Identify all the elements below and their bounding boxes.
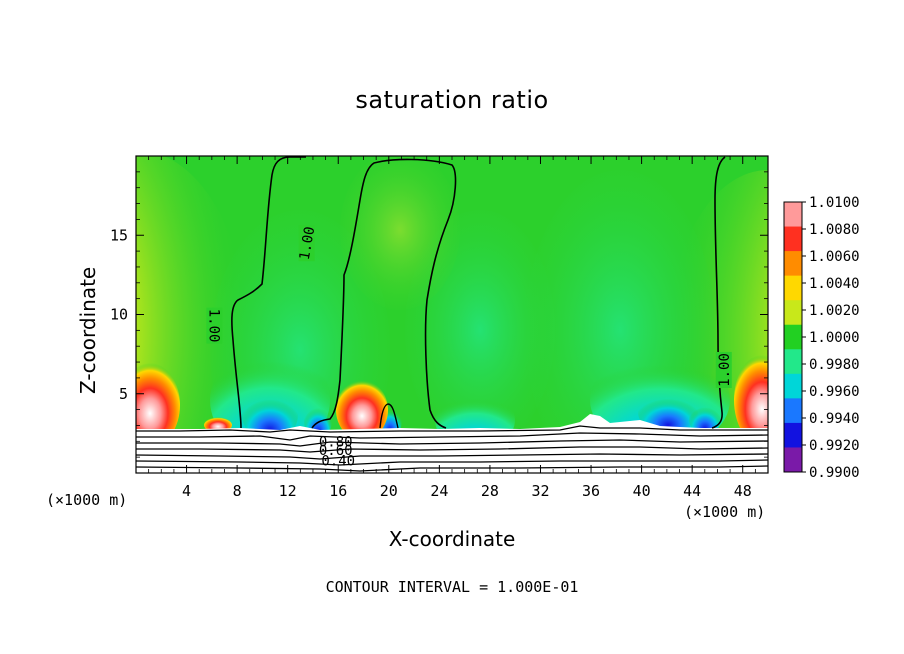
- y-tick-label: 15: [110, 226, 128, 244]
- colorbar-label: 1.0080: [809, 222, 860, 238]
- contour-small-bump: [379, 403, 399, 429]
- y-axis-ticks: 5 10 15: [110, 171, 768, 458]
- x-tick-label: 32: [531, 482, 549, 500]
- colorbar-swatch: [784, 324, 802, 350]
- colorbar-label: 1.0020: [809, 303, 860, 319]
- contour-label-bg: [715, 351, 732, 388]
- contour-labels: 1.00 1.00 1.00 0.800.600.40: [205, 225, 733, 469]
- y-tick-label: 5: [119, 385, 128, 403]
- colorbar-swatch: [784, 349, 802, 375]
- y-axis-label: Z-coordinate: [76, 266, 100, 394]
- light-green-patch: [340, 156, 460, 310]
- colorbar-label: 0.9940: [809, 411, 860, 427]
- x-tick-label: 12: [279, 482, 297, 500]
- colorbar-swatch: [784, 398, 802, 424]
- colorbar-label: 0.9920: [809, 438, 860, 454]
- colorbar-label: 0.9980: [809, 357, 860, 373]
- contour-label-bg: [298, 225, 315, 262]
- blue-anomaly-1: [242, 389, 298, 441]
- contour-label: 0.40: [321, 453, 355, 469]
- x-unit-label-left: (×1000 m): [46, 491, 128, 509]
- x-tick-label: 48: [734, 482, 752, 500]
- x-tick-label: 24: [430, 482, 448, 500]
- saturation-field: [136, 156, 768, 473]
- x-tick-label: 44: [683, 482, 701, 500]
- contour-label: 0.80: [319, 434, 353, 450]
- x-tick-label: 28: [481, 482, 499, 500]
- chart-title: saturation ratio: [355, 86, 549, 114]
- red-anomaly-center: [336, 380, 388, 440]
- x-axis-ticks: 4 8 12 16 20 24 28 32 36 40 44 48: [148, 156, 756, 500]
- colorbar-swatch: [784, 373, 802, 399]
- x-tick-label: 40: [633, 482, 651, 500]
- colorbar-swatch: [784, 202, 802, 228]
- contour-interval-note: CONTOUR INTERVAL = 1.000E-01: [325, 578, 579, 596]
- colorbar-swatch: [784, 447, 802, 473]
- contour-label: 1.00: [205, 309, 221, 343]
- contour-label: 1.00: [297, 225, 319, 261]
- colorbar: 1.0100 1.0080 1.0060 1.0040 1.0020 1.0000 0.99…: [783, 195, 860, 481]
- colorbar-swatch: [784, 226, 802, 252]
- x-tick-label: 4: [182, 482, 191, 500]
- surface-contours: [136, 425, 768, 472]
- contour-1.00-left-cloud: [231, 156, 306, 429]
- colorbar-label: 1.0000: [809, 330, 860, 346]
- contour-label-bg: [206, 307, 223, 344]
- x-tick-label: 36: [582, 482, 600, 500]
- colorbar-swatch: [784, 275, 802, 301]
- contour-1.00-right-cloud: [711, 156, 726, 429]
- x-axis-label: X-coordinate: [388, 527, 516, 551]
- contour-label: 0.60: [319, 443, 353, 459]
- colorbar-label: 1.0100: [809, 195, 860, 211]
- x-tick-label: 8: [233, 482, 242, 500]
- colorbar-label: 0.9960: [809, 384, 860, 400]
- contour-1.00-center-cloud: [311, 158, 457, 429]
- x-tick-label: 16: [329, 482, 347, 500]
- red-anomaly-right: [734, 355, 768, 445]
- contour-label: 1.00: [717, 353, 733, 387]
- colorbar-label: 0.9900: [809, 465, 860, 481]
- colorbar-swatch: [784, 300, 802, 326]
- colorbar-label: 1.0040: [809, 276, 860, 292]
- blue-anomaly-4: [638, 390, 698, 434]
- y-tick-label: 10: [110, 306, 128, 324]
- x-tick-label: 20: [380, 482, 398, 500]
- colorbar-label: 1.0060: [809, 249, 860, 265]
- red-anomaly-left: [136, 363, 180, 447]
- x-unit-label-right: (×1000 m): [684, 503, 766, 521]
- colorbar-swatch: [784, 422, 802, 448]
- colorbar-swatch: [784, 251, 802, 277]
